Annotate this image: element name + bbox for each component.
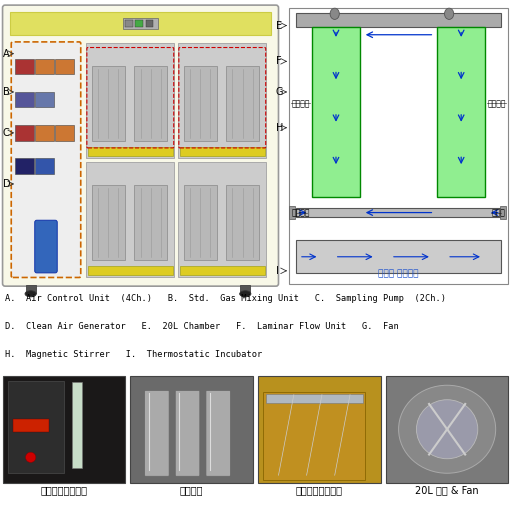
Bar [183, 66, 217, 141]
Text: 혼합탱크: 혼합탱크 [180, 485, 203, 496]
Bar [178, 162, 266, 277]
FancyBboxPatch shape [3, 5, 278, 286]
Bar [386, 376, 508, 483]
Bar [15, 92, 34, 107]
Bar [134, 66, 167, 141]
Bar [35, 59, 54, 74]
Text: 고반판: 고반판 [492, 208, 506, 217]
Bar [289, 206, 295, 219]
Bar [123, 18, 158, 29]
Bar [91, 185, 125, 260]
Bar [437, 27, 485, 197]
FancyBboxPatch shape [175, 390, 200, 476]
Bar [13, 419, 49, 432]
Bar [178, 43, 266, 158]
Bar [125, 20, 133, 27]
Ellipse shape [25, 291, 36, 297]
Bar [88, 147, 173, 156]
Bar [263, 392, 365, 480]
Bar [180, 266, 265, 275]
FancyBboxPatch shape [206, 390, 230, 476]
Text: F: F [276, 56, 282, 66]
Bar [134, 185, 167, 260]
FancyBboxPatch shape [145, 390, 169, 476]
Ellipse shape [240, 291, 251, 297]
Bar [72, 382, 82, 468]
Bar [35, 92, 54, 107]
Bar [226, 66, 259, 141]
Bar [258, 376, 381, 483]
Text: 찔버내 공기흐름: 찔버내 공기흐름 [378, 269, 419, 278]
Bar [91, 66, 125, 141]
Bar [26, 285, 36, 293]
Bar [15, 59, 34, 74]
Bar [3, 376, 125, 483]
Text: 기류제어내장다트: 기류제어내장다트 [296, 485, 343, 496]
Bar [146, 20, 153, 27]
Text: D: D [3, 179, 10, 189]
Bar [55, 125, 74, 141]
Ellipse shape [416, 400, 478, 459]
Bar [296, 13, 501, 27]
Bar [86, 162, 174, 277]
Text: 20L 챔버 & Fan: 20L 챔버 & Fan [415, 485, 479, 496]
Bar [55, 59, 74, 74]
Bar [35, 125, 54, 141]
Text: D.  Clean Air Generator   E.  20L Chamber   F.  Laminar Flow Unit   G.  Fan: D. Clean Air Generator E. 20L Chamber F.… [5, 322, 399, 331]
Bar [88, 266, 173, 275]
Text: 시험포너: 시험포너 [291, 99, 310, 108]
Bar [296, 208, 501, 217]
Bar [312, 27, 360, 197]
Bar [130, 376, 253, 483]
Bar [10, 12, 271, 35]
Bar [35, 158, 54, 174]
Bar [296, 240, 501, 273]
Bar [180, 147, 265, 156]
Text: B: B [3, 87, 9, 97]
Text: H: H [276, 123, 283, 133]
Bar [8, 381, 64, 473]
Bar [86, 43, 174, 158]
Bar [500, 206, 506, 219]
Bar [226, 185, 259, 260]
Text: A.  Air Control Unit  (4Ch.)   B.  Std.  Gas Mixing Unit   C.  Sampling Pump  (2: A. Air Control Unit (4Ch.) B. Std. Gas M… [5, 294, 446, 303]
FancyBboxPatch shape [11, 42, 81, 277]
Text: E: E [276, 20, 282, 31]
Text: A: A [3, 49, 9, 59]
Bar [15, 125, 34, 141]
Ellipse shape [399, 385, 496, 473]
Text: G: G [276, 87, 284, 97]
Circle shape [26, 452, 36, 462]
Text: I: I [276, 266, 279, 276]
Ellipse shape [445, 8, 454, 19]
Bar [240, 285, 250, 293]
Text: 내부다트: 내부다트 [291, 208, 310, 217]
Ellipse shape [330, 8, 339, 19]
Text: C: C [3, 128, 9, 138]
Text: H.  Magnetic Stirrer   I.  Thermostatic Incubator: H. Magnetic Stirrer I. Thermostatic Incu… [5, 350, 262, 359]
Bar [289, 8, 508, 284]
Bar [266, 394, 363, 403]
Bar [15, 158, 34, 174]
Bar [135, 20, 143, 27]
Bar [183, 185, 217, 260]
Text: 샘플홀더: 샘플홀더 [487, 99, 506, 108]
Text: 표준가스희석유닛: 표준가스희석유닛 [40, 485, 87, 496]
FancyBboxPatch shape [35, 220, 57, 273]
